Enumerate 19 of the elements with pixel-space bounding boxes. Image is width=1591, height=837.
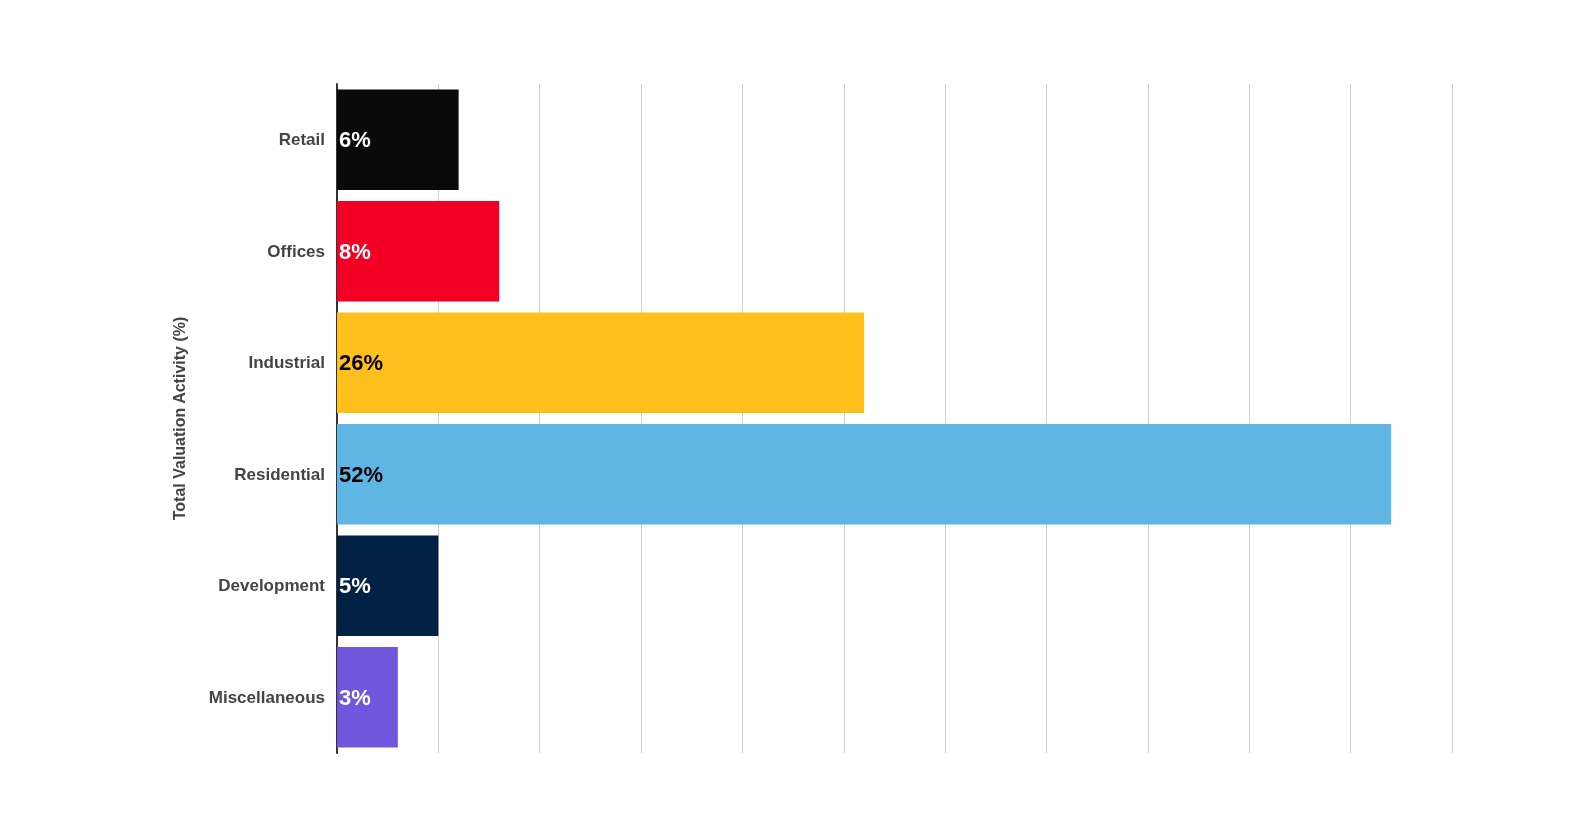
data-label: 8%	[339, 238, 371, 264]
y-axis-title: Total Valuation Activity (%)	[170, 316, 188, 521]
bar	[337, 424, 1392, 525]
bar	[337, 647, 398, 748]
y-tick-label: Residential	[234, 464, 325, 484]
y-tick-label: Industrial	[248, 353, 325, 373]
data-label: 5%	[339, 573, 371, 599]
data-label: 3%	[339, 684, 371, 710]
data-label: 52%	[339, 461, 384, 487]
bar	[337, 535, 439, 636]
data-label: 6%	[339, 127, 371, 153]
bar	[337, 312, 865, 413]
data-label: 26%	[339, 350, 384, 376]
bar	[337, 89, 459, 190]
y-tick-label: Retail	[278, 130, 325, 150]
y-tick-label: Development	[218, 576, 326, 596]
y-tick-label: Miscellaneous	[208, 687, 325, 707]
bar	[337, 201, 500, 302]
y-tick-label: Offices	[267, 241, 325, 261]
